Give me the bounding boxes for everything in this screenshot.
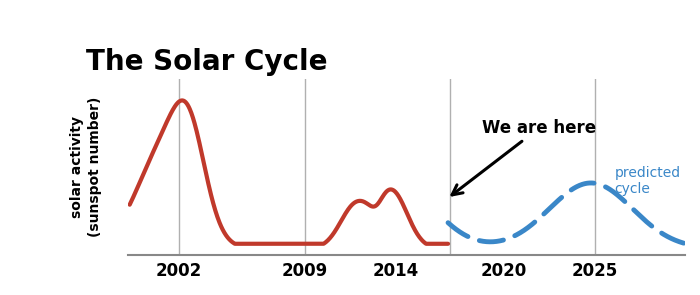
Text: solar activity
(sunspot number): solar activity (sunspot number) (70, 97, 102, 237)
Text: The Solar Cycle: The Solar Cycle (86, 48, 328, 76)
Text: predicted
cycle: predicted cycle (615, 166, 680, 196)
Text: We are here: We are here (452, 119, 596, 195)
